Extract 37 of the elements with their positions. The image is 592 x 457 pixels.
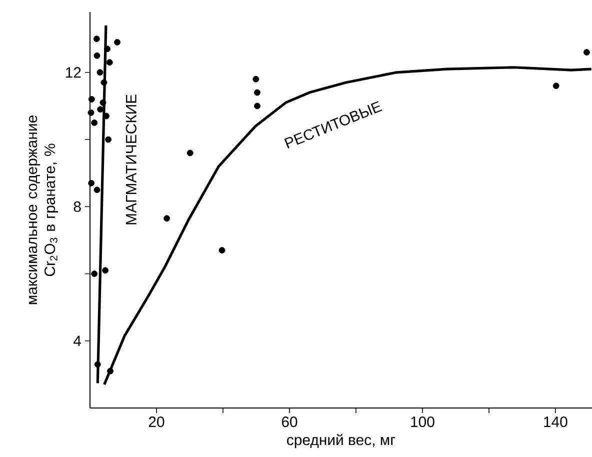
y-tick-label: 4	[74, 336, 82, 346]
point	[254, 102, 260, 110]
y-tick-label: 12	[66, 67, 81, 78]
point	[88, 96, 95, 102]
point	[100, 79, 108, 86]
point	[88, 180, 95, 186]
point	[552, 82, 560, 90]
point	[252, 76, 260, 82]
point	[104, 46, 110, 52]
point	[94, 186, 100, 194]
point	[94, 52, 100, 59]
point	[114, 39, 120, 46]
x-tick-label: 100	[411, 416, 434, 428]
point	[218, 247, 226, 254]
y-tick-label: 8	[74, 201, 81, 212]
x-tick-label: 60	[282, 416, 298, 428]
point	[91, 120, 98, 126]
point	[106, 59, 113, 66]
x-axis-title: средний вес, мг	[287, 434, 396, 448]
point	[583, 49, 590, 56]
point	[94, 361, 101, 368]
point	[102, 267, 108, 274]
point	[88, 109, 94, 116]
annotation: МАГМАТИЧЕСКИЕ	[126, 94, 136, 224]
point	[93, 36, 100, 42]
point	[96, 69, 104, 76]
point	[107, 368, 114, 374]
line-series	[102, 66, 592, 386]
point	[254, 89, 260, 96]
x-tick-label: 20	[148, 416, 164, 428]
point	[105, 136, 112, 143]
point	[186, 150, 194, 156]
point	[100, 99, 106, 106]
x-tick-label: 140	[544, 416, 568, 428]
point	[97, 106, 104, 113]
point	[91, 270, 98, 277]
point	[164, 215, 170, 222]
